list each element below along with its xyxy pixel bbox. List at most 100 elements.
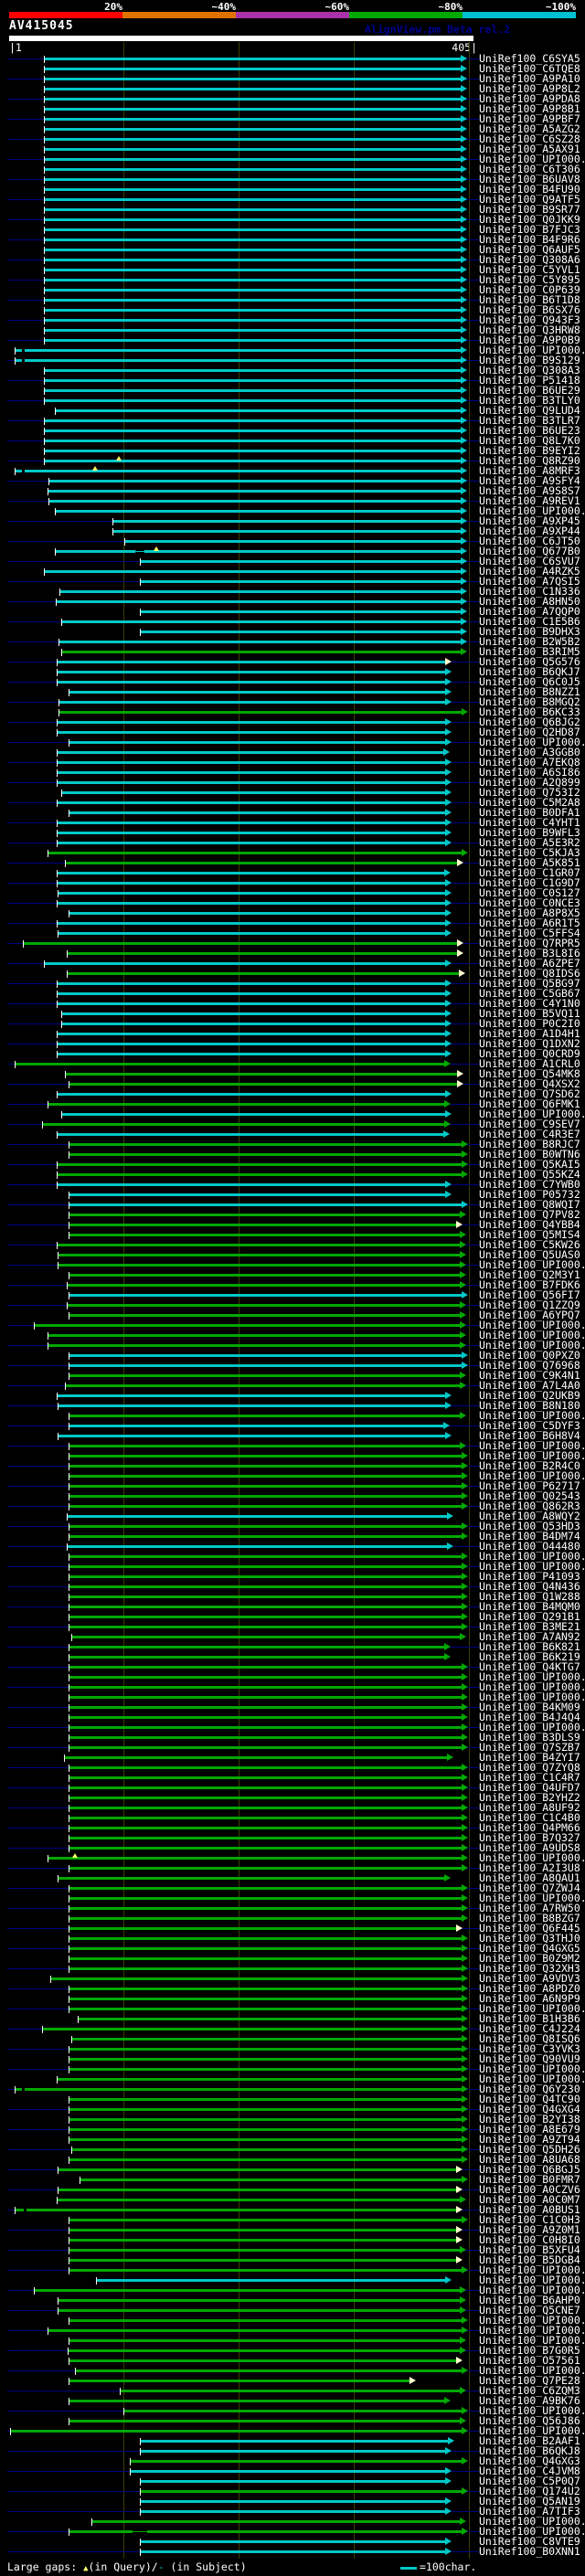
- hit-label[interactable]: UniRef100_Q5BG97: [479, 977, 580, 990]
- hit-label[interactable]: UniRef100_B9DHX3: [479, 625, 580, 638]
- hit-row[interactable]: UniRef100_C4YHT1: [0, 817, 585, 828]
- hit-label[interactable]: UniRef100_A9Z0M1: [479, 2223, 580, 2236]
- hit-row[interactable]: UniRef100_A9S8S7: [0, 485, 585, 496]
- hit-label[interactable]: UniRef100_C7YWB0: [479, 1178, 580, 1191]
- hit-label[interactable]: UniRef100_UPI000..: [479, 2284, 585, 2296]
- hit-label[interactable]: UniRef100_UPI000..: [479, 153, 585, 165]
- hit-row[interactable]: UniRef100_C6JT50: [0, 535, 585, 546]
- hit-row[interactable]: UniRef100_Q02543: [0, 1490, 585, 1501]
- hit-row[interactable]: UniRef100_UPI000..: [0, 2335, 585, 2346]
- hit-row[interactable]: UniRef100_UPI000..: [0, 2315, 585, 2326]
- hit-label[interactable]: UniRef100_P41093: [479, 1570, 580, 1583]
- hit-row[interactable]: UniRef100_UPI000..: [0, 1410, 585, 1421]
- hit-row[interactable]: UniRef100_B3DLS9: [0, 1732, 585, 1743]
- hit-label[interactable]: UniRef100_UPI000..: [479, 2404, 585, 2417]
- hit-label[interactable]: UniRef100_Q4TC90: [479, 2093, 580, 2105]
- hit-label[interactable]: UniRef100_B5XFU4: [479, 2243, 580, 2256]
- hit-label[interactable]: UniRef100_C0NCE3: [479, 896, 580, 909]
- hit-row[interactable]: UniRef100_UPI000..: [0, 2404, 585, 2417]
- hit-row[interactable]: UniRef100_C9SEV7: [0, 1118, 585, 1129]
- hit-label[interactable]: UniRef100_B2YHZ2: [479, 1791, 580, 1804]
- hit-row[interactable]: UniRef100_A0CZV6: [0, 2184, 585, 2195]
- hit-label[interactable]: UniRef100_A6YPQ7: [479, 1309, 580, 1321]
- hit-label[interactable]: UniRef100_A9REV1: [479, 494, 580, 507]
- hit-row[interactable]: UniRef100_A7AN92: [0, 1631, 585, 1642]
- hit-label[interactable]: UniRef100_A8UF92: [479, 1801, 580, 1814]
- hit-label[interactable]: UniRef100_C3YVK3: [479, 2042, 580, 2055]
- hit-row[interactable]: UniRef100_A9Z0M1: [0, 2223, 585, 2236]
- hit-row[interactable]: UniRef100_A9REV1: [0, 494, 585, 507]
- hit-row[interactable]: UniRef100_Q32XH3: [0, 1963, 585, 1974]
- hit-row[interactable]: UniRef100_Q943F3: [0, 314, 585, 325]
- hit-row[interactable]: UniRef100_A9VDV3: [0, 1973, 585, 1984]
- hit-row[interactable]: UniRef100_UPI000..: [0, 1320, 585, 1330]
- hit-row[interactable]: UniRef100_C6SYA5: [0, 53, 585, 64]
- hit-row[interactable]: UniRef100_Q76968: [0, 1360, 585, 1371]
- hit-row[interactable]: UniRef100_Q308A3: [0, 365, 585, 376]
- hit-row[interactable]: UniRef100_A8HN50: [0, 596, 585, 607]
- hit-row[interactable]: UniRef100_A7EKQ8: [0, 757, 585, 768]
- hit-row[interactable]: UniRef100_Q5G576: [0, 656, 585, 667]
- hit-row[interactable]: UniRef100_C1C0H3: [0, 2214, 585, 2225]
- hit-label[interactable]: UniRef100_B5VQ11: [479, 1007, 580, 1020]
- hit-row[interactable]: UniRef100_C1G9D7: [0, 877, 585, 888]
- hit-label[interactable]: UniRef100_UPI000..: [479, 1108, 585, 1120]
- hit-row[interactable]: UniRef100_A8MRF3: [0, 464, 585, 477]
- hit-row[interactable]: UniRef100_C1E5B6: [0, 616, 585, 627]
- hit-row[interactable]: UniRef100_A6R1T5: [0, 917, 585, 928]
- hit-label[interactable]: UniRef100_A8MRF3: [479, 464, 580, 477]
- hit-row[interactable]: UniRef100_C5P0Q7: [0, 2475, 585, 2486]
- hit-label[interactable]: UniRef100_Q5KAI5: [479, 1158, 580, 1171]
- hit-row[interactable]: UniRef100_A5AZG2: [0, 123, 585, 134]
- hit-label[interactable]: UniRef100_Q4GXG4: [479, 2103, 580, 2115]
- hit-label[interactable]: UniRef100_Q7SZB7: [479, 1741, 580, 1754]
- hit-row[interactable]: UniRef100_Q4TC90: [0, 2094, 585, 2104]
- hit-label[interactable]: UniRef100_A0C0M7: [479, 2193, 580, 2206]
- hit-label[interactable]: UniRef100_Q7PE28: [479, 2374, 580, 2387]
- hit-row[interactable]: UniRef100_Q8WQI7: [0, 1199, 585, 1210]
- hit-label[interactable]: UniRef100_UPI000..: [479, 2263, 585, 2276]
- hit-row[interactable]: UniRef100_Q5CNE7: [0, 2305, 585, 2316]
- hit-row[interactable]: UniRef100_Q0PXZ0: [0, 1350, 585, 1361]
- hit-row[interactable]: UniRef100_Q677B0: [0, 546, 585, 557]
- hit-row[interactable]: UniRef100_UPI000..: [0, 1561, 585, 1572]
- hit-label[interactable]: UniRef100_Q7RPR5: [479, 937, 580, 949]
- hit-label[interactable]: UniRef100_Q8IDS6: [479, 967, 580, 980]
- hit-label[interactable]: UniRef100_C6TQE8: [479, 62, 580, 75]
- hit-row[interactable]: UniRef100_C5FFS4: [0, 928, 585, 938]
- hit-row[interactable]: UniRef100_Q5MIS4: [0, 1229, 585, 1240]
- hit-label[interactable]: UniRef100_B6UE29: [479, 384, 580, 397]
- hit-label[interactable]: UniRef100_B4KM09: [479, 1701, 580, 1713]
- hit-label[interactable]: UniRef100_Q3HRW8: [479, 323, 580, 336]
- hit-label[interactable]: UniRef100_B5DGB4: [479, 2253, 580, 2266]
- hit-label[interactable]: UniRef100_A9XP44: [479, 525, 580, 537]
- hit-label[interactable]: UniRef100_A1CRL0: [479, 1057, 580, 1070]
- hit-label[interactable]: UniRef100_A4RZK5: [479, 565, 580, 578]
- hit-label[interactable]: UniRef100_A6SI86: [479, 766, 580, 779]
- hit-row[interactable]: UniRef100_Q4XSX2: [0, 1078, 585, 1089]
- hit-label[interactable]: UniRef100_B4ZYI7: [479, 1751, 580, 1764]
- hit-label[interactable]: UniRef100_C6ZQM3: [479, 2384, 580, 2397]
- hit-row[interactable]: UniRef100_A2Q899: [0, 777, 585, 788]
- hit-row[interactable]: UniRef100_UPI000..: [0, 2526, 585, 2537]
- hit-label[interactable]: UniRef100_B4F9R6: [479, 233, 580, 246]
- hit-row[interactable]: UniRef100_B2R4C0: [0, 1460, 585, 1471]
- hit-row[interactable]: UniRef100_B5XFU4: [0, 2243, 585, 2256]
- hit-label[interactable]: UniRef100_C5KJA3: [479, 846, 580, 859]
- hit-label[interactable]: UniRef100_UPI000..: [479, 2364, 585, 2377]
- hit-label[interactable]: UniRef100_A7QSI5: [479, 575, 580, 588]
- hit-row[interactable]: UniRef100_UPI000..: [0, 1892, 585, 1903]
- hit-row[interactable]: UniRef100_Q174U2: [0, 2486, 585, 2496]
- hit-row[interactable]: UniRef100_B6T1D8: [0, 294, 585, 305]
- hit-row[interactable]: UniRef100_B5VQ11: [0, 1007, 585, 1020]
- hit-row[interactable]: UniRef100_Q5UAS0: [0, 1249, 585, 1260]
- hit-row[interactable]: UniRef100_B4ZYI7: [0, 1751, 585, 1764]
- hit-label[interactable]: UniRef100_Q9LUD4: [479, 404, 580, 417]
- hit-label[interactable]: UniRef100_A0BUS1: [479, 2203, 580, 2216]
- hit-row[interactable]: UniRef100_Q7SZB7: [0, 1741, 585, 1754]
- hit-row[interactable]: UniRef100_B5DGB4: [0, 2253, 585, 2266]
- hit-row[interactable]: UniRef100_C0S127: [0, 887, 585, 898]
- hit-label[interactable]: UniRef100_B4FU90: [479, 183, 580, 196]
- hit-row[interactable]: UniRef100_UPI000..: [0, 1259, 585, 1270]
- hit-label[interactable]: UniRef100_Q677B0: [479, 545, 580, 557]
